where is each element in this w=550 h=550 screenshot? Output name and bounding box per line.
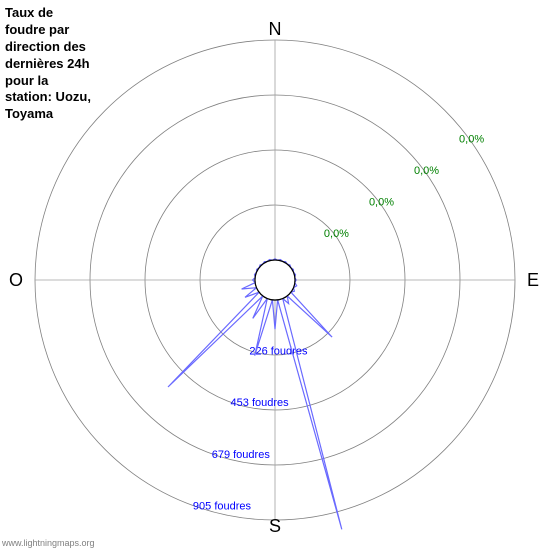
svg-text:679 foudres: 679 foudres	[212, 449, 271, 461]
svg-text:0,0%: 0,0%	[369, 196, 394, 208]
svg-text:O: O	[9, 270, 23, 290]
svg-text:E: E	[527, 270, 539, 290]
footer-credit: www.lightningmaps.org	[2, 538, 95, 548]
svg-text:0,0%: 0,0%	[324, 228, 349, 240]
svg-text:226 foudres: 226 foudres	[249, 345, 308, 357]
svg-text:0,0%: 0,0%	[459, 133, 484, 145]
svg-text:0,0%: 0,0%	[414, 165, 439, 177]
svg-text:905 foudres: 905 foudres	[193, 501, 252, 513]
chart-title: Taux de foudre par direction des dernièr…	[5, 5, 105, 123]
svg-text:S: S	[269, 516, 281, 536]
svg-text:N: N	[269, 19, 282, 39]
svg-text:453 foudres: 453 foudres	[231, 397, 290, 409]
